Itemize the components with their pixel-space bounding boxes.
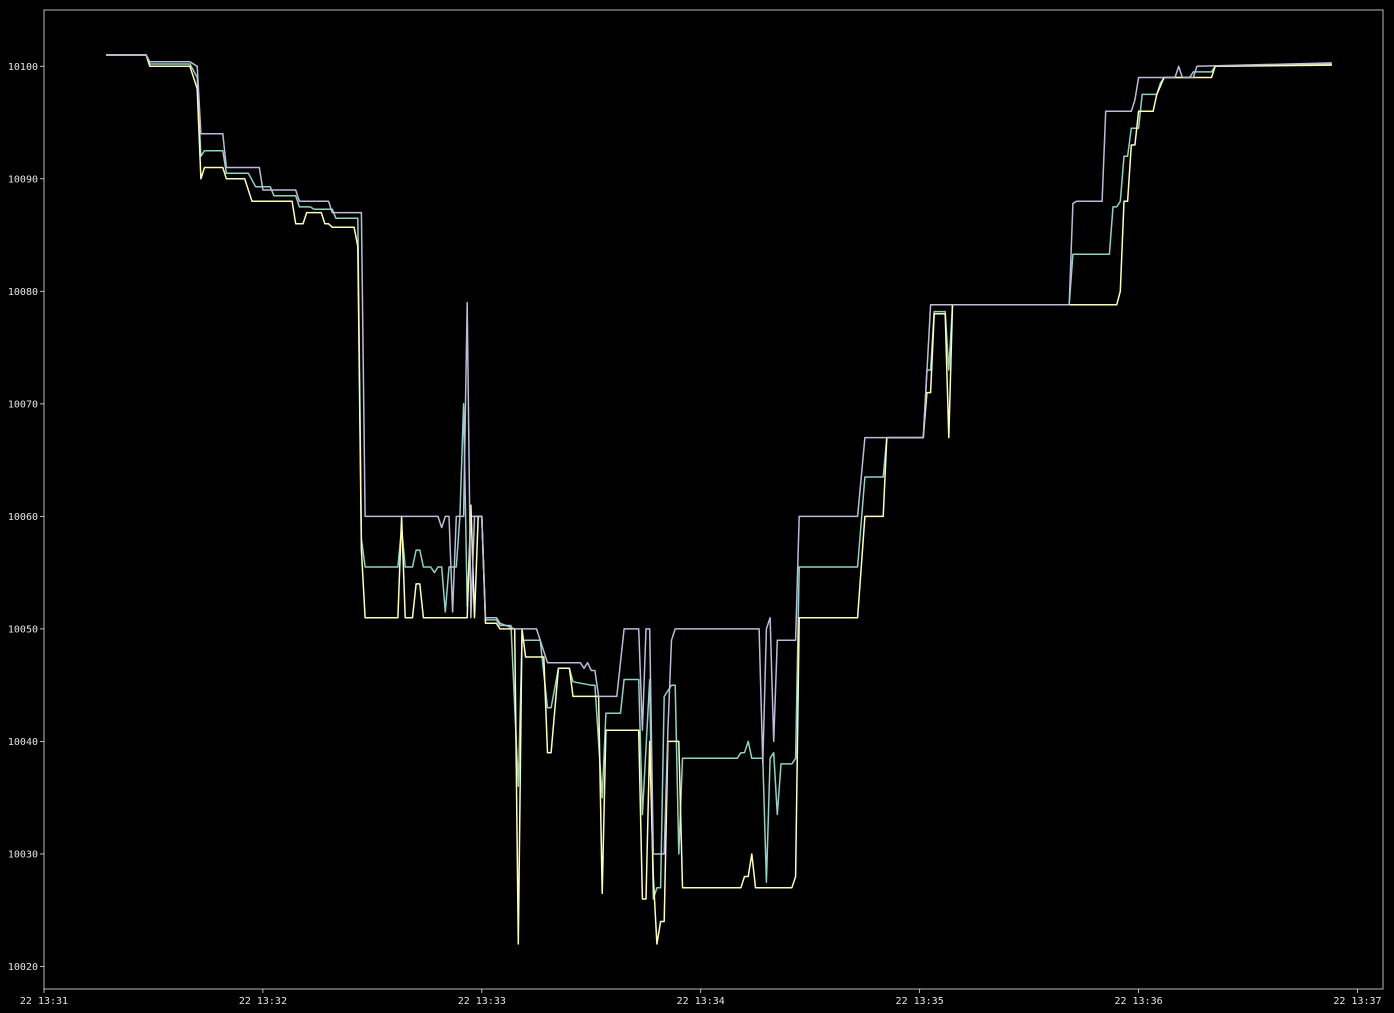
x-axis: 22 13:31 22 13:32 22 13:33 22 13:34 22 13:35… xyxy=(20,989,1382,1007)
y-tick-label: 10030 xyxy=(8,849,38,860)
y-axis: 10020 10030 10040 10050 10060 10070 10080 10090… xyxy=(8,62,44,973)
x-tick-label: 22 13:33 xyxy=(458,996,506,1007)
y-tick-label: 10040 xyxy=(8,737,38,748)
plot-area xyxy=(43,9,1384,990)
x-tick-label: 22 13:34 xyxy=(677,996,725,1007)
y-tick-label: 10090 xyxy=(8,174,38,185)
y-tick-label: 10100 xyxy=(8,62,38,73)
series-line-2 xyxy=(106,54,1332,945)
x-tick-label: 22 13:32 xyxy=(239,996,287,1007)
y-tick-label: 10050 xyxy=(8,624,38,635)
series-line-3 xyxy=(106,54,1332,855)
series-line-1 xyxy=(106,54,1332,900)
x-tick-label: 22 13:31 xyxy=(20,996,68,1007)
y-tick-label: 10060 xyxy=(8,512,38,523)
y-tick-label: 10070 xyxy=(8,399,38,410)
series-layer xyxy=(106,54,1332,945)
x-tick-label: 22 13:35 xyxy=(896,996,944,1007)
x-tick-label: 22 13:37 xyxy=(1333,996,1381,1007)
x-tick-label: 22 13:36 xyxy=(1114,996,1162,1007)
y-tick-label: 10020 xyxy=(8,962,38,973)
y-tick-label: 10080 xyxy=(8,287,38,298)
